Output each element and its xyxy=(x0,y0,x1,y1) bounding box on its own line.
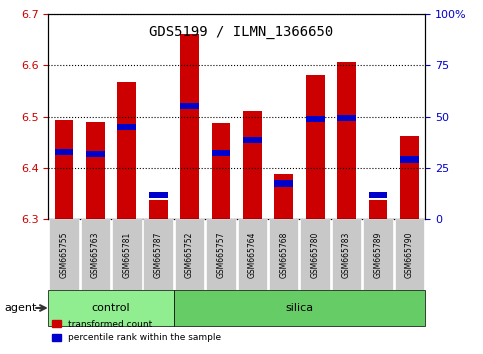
Bar xyxy=(306,75,325,219)
Bar xyxy=(117,82,136,219)
Bar xyxy=(212,124,230,219)
Bar xyxy=(400,156,419,162)
Text: GSM665757: GSM665757 xyxy=(216,232,226,278)
Bar xyxy=(117,124,136,130)
Bar xyxy=(369,192,387,198)
Bar xyxy=(274,181,293,187)
Bar xyxy=(306,116,325,122)
Text: control: control xyxy=(92,303,130,313)
Bar xyxy=(55,120,73,219)
Bar xyxy=(86,151,105,158)
Text: GSM665755: GSM665755 xyxy=(59,232,69,278)
Text: GSM665783: GSM665783 xyxy=(342,232,351,278)
Bar xyxy=(86,122,105,219)
Text: GSM665790: GSM665790 xyxy=(405,232,414,278)
Text: GSM665780: GSM665780 xyxy=(311,232,320,278)
Text: agent: agent xyxy=(5,303,37,313)
Bar xyxy=(180,103,199,109)
Text: GDS5199 / ILMN_1366650: GDS5199 / ILMN_1366650 xyxy=(149,25,334,39)
Text: GSM665789: GSM665789 xyxy=(373,232,383,278)
Bar xyxy=(369,200,387,219)
Text: GSM665764: GSM665764 xyxy=(248,232,257,278)
Bar xyxy=(149,200,168,219)
Text: GSM665763: GSM665763 xyxy=(91,232,100,278)
Bar xyxy=(55,149,73,155)
Text: silica: silica xyxy=(285,303,313,313)
Text: GSM665787: GSM665787 xyxy=(154,232,163,278)
Bar xyxy=(274,174,293,219)
Bar xyxy=(243,137,262,143)
Bar xyxy=(149,192,168,198)
Text: GSM665781: GSM665781 xyxy=(122,232,131,278)
Legend: transformed count, percentile rank within the sample: transformed count, percentile rank withi… xyxy=(48,316,225,346)
Text: GSM665768: GSM665768 xyxy=(279,232,288,278)
Bar xyxy=(337,115,356,121)
Bar xyxy=(212,150,230,156)
Bar xyxy=(243,111,262,219)
Bar xyxy=(180,34,199,219)
Bar xyxy=(400,136,419,219)
Text: GSM665752: GSM665752 xyxy=(185,232,194,278)
Bar xyxy=(337,62,356,219)
